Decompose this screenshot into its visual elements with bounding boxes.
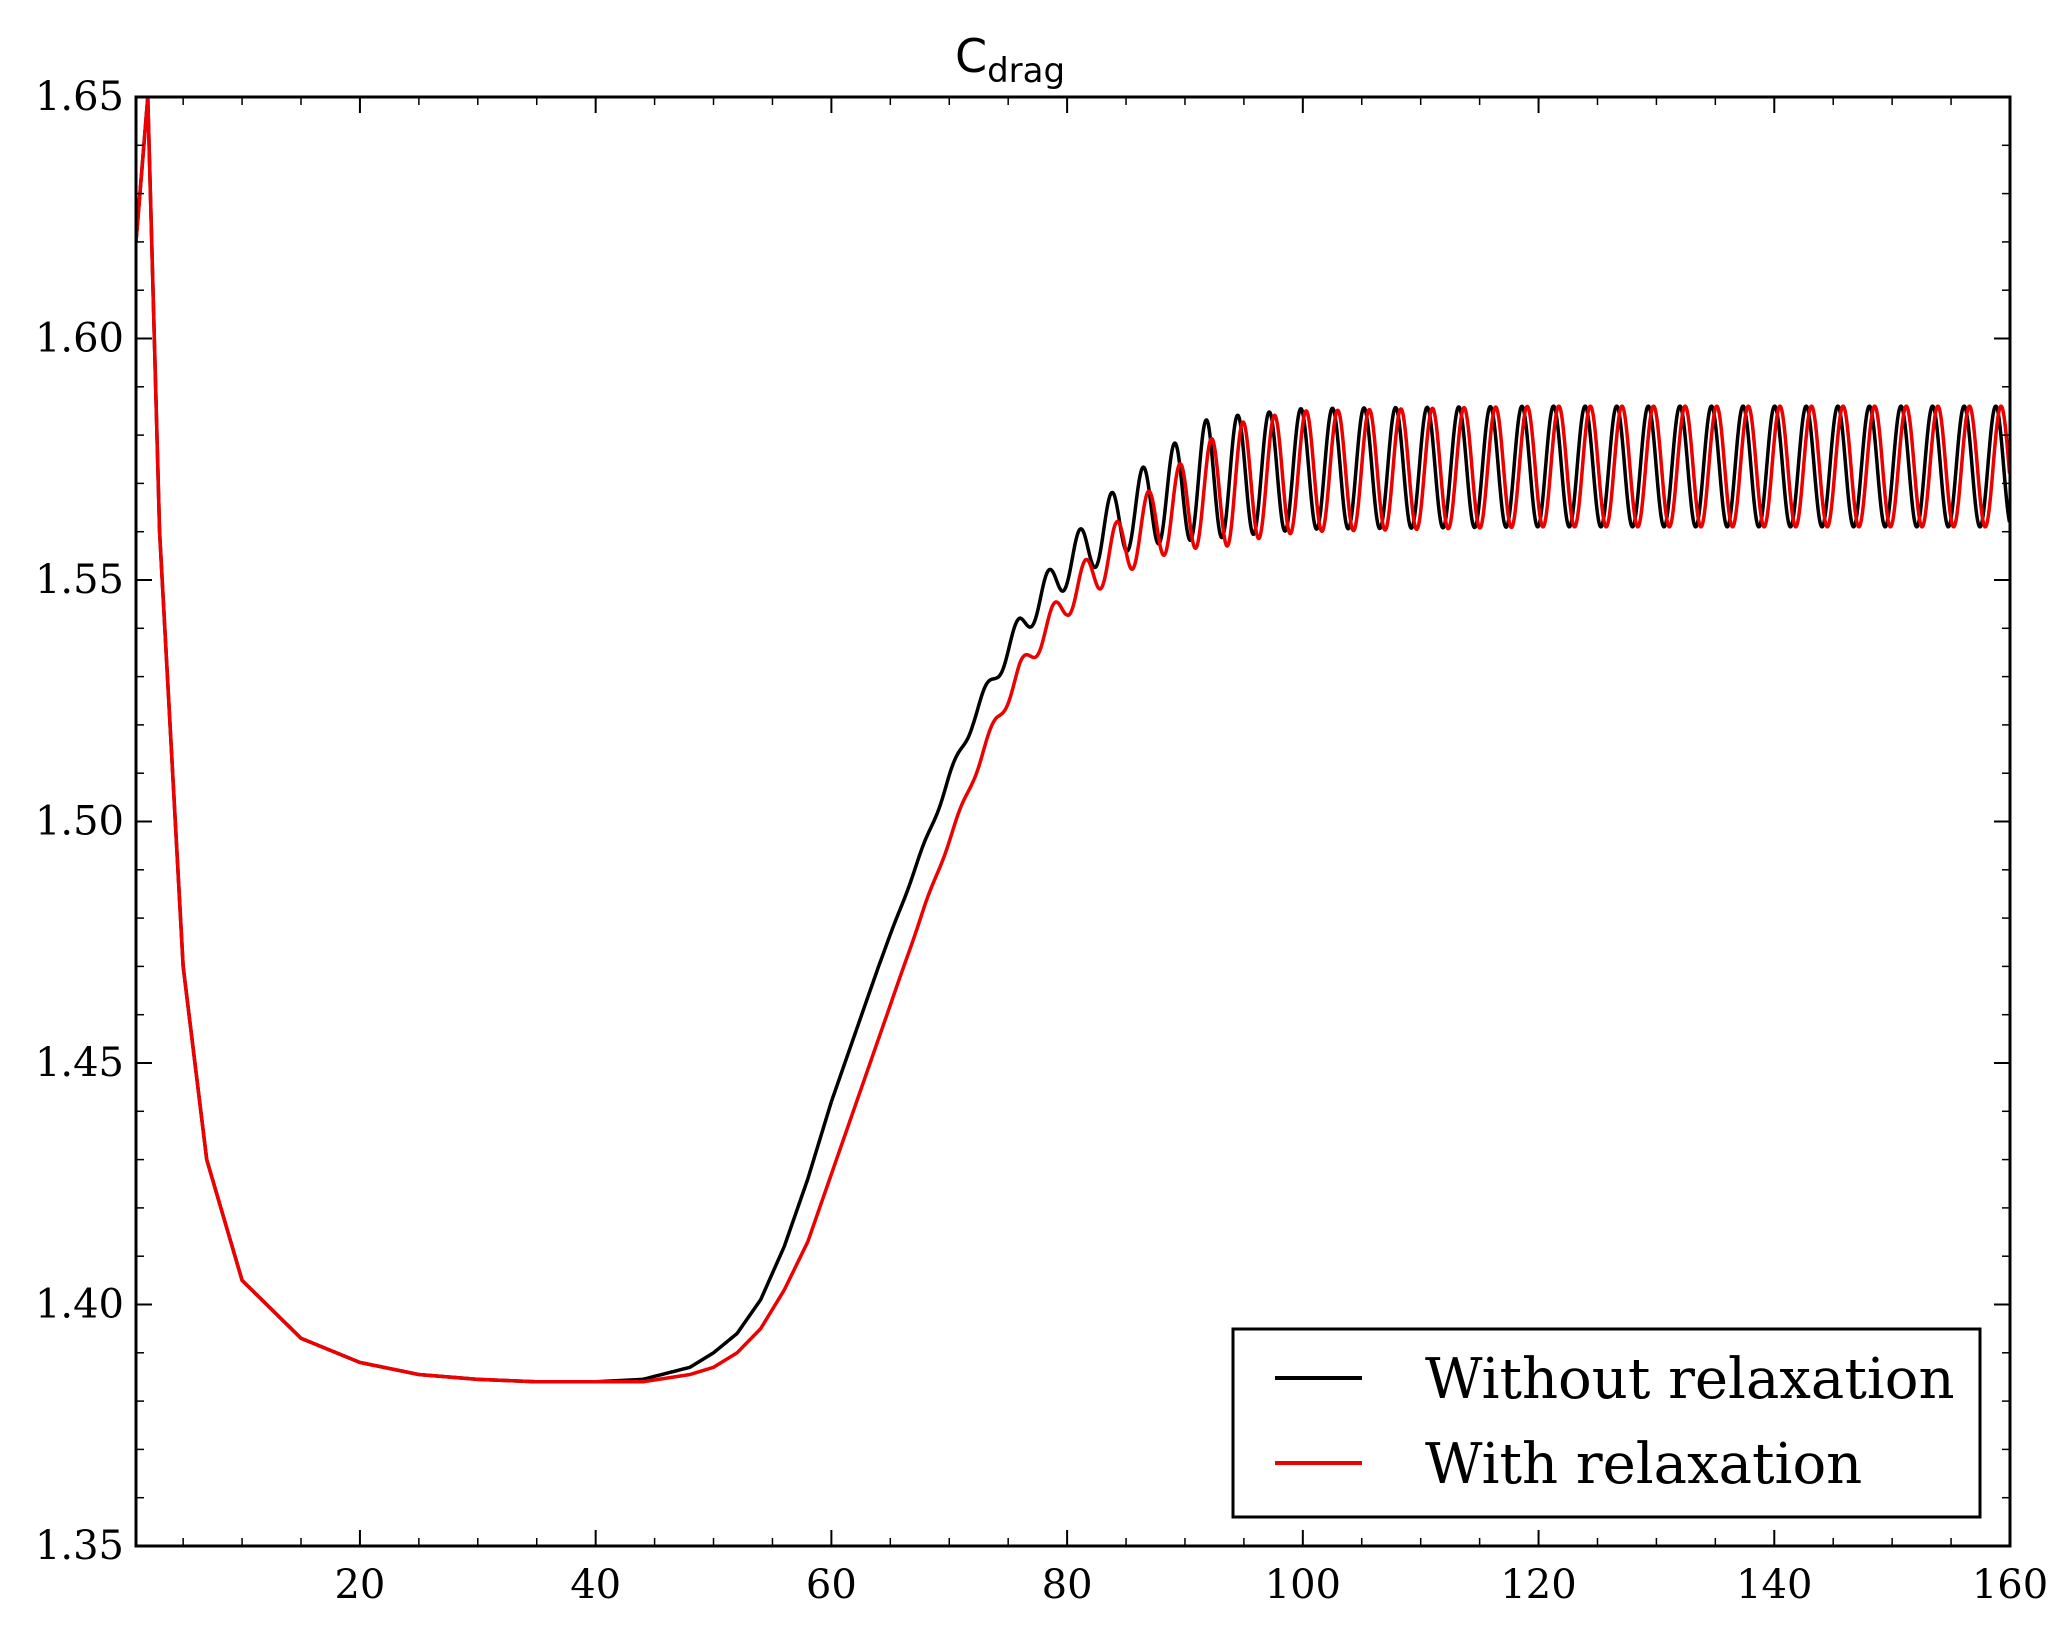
x-tick-label-140: 140	[1736, 1562, 1812, 1608]
chart-title-subscript: drag	[987, 51, 1065, 91]
x-tick-label-160: 160	[1972, 1562, 2048, 1608]
y-tick-label-1.6: 1.60	[35, 316, 124, 362]
y-tick-label-1.5: 1.50	[35, 799, 124, 845]
y-tick-label-1.45: 1.45	[35, 1040, 124, 1086]
x-tick-label-100: 100	[1265, 1562, 1341, 1608]
series-line-without-relaxation	[136, 97, 2010, 1384]
y-tick-label-1.4: 1.40	[35, 1282, 124, 1328]
chart-title: Cdrag	[955, 29, 1065, 91]
y-tick-label-1.35: 1.35	[35, 1523, 124, 1569]
y-tick-label-1.65: 1.65	[35, 74, 124, 120]
legend-label-with-relaxation: With relaxation	[1425, 1432, 1862, 1497]
axis-tick-labels: 20 40 60 80 100 120 140 160 1.35 1.40 1.45 1.50 1.55…	[35, 74, 2048, 1608]
x-tick-label-80: 80	[1042, 1562, 1093, 1608]
x-tick-label-120: 120	[1500, 1562, 1576, 1608]
legend-box	[1231, 1327, 1982, 1519]
x-tick-label-60: 60	[806, 1562, 857, 1608]
legend: Without relaxation With relaxation	[1231, 1327, 1982, 1519]
x-tick-label-20: 20	[334, 1562, 385, 1608]
y-tick-label-1.55: 1.55	[35, 557, 124, 603]
plot-frame	[134, 95, 2012, 1548]
legend-label-without-relaxation: Without relaxation	[1425, 1347, 1955, 1412]
series-layer	[136, 97, 2010, 1384]
chart-title-main: C	[955, 29, 987, 83]
series-line-with-relaxation	[136, 97, 2010, 1384]
x-tick-label-40: 40	[570, 1562, 621, 1608]
